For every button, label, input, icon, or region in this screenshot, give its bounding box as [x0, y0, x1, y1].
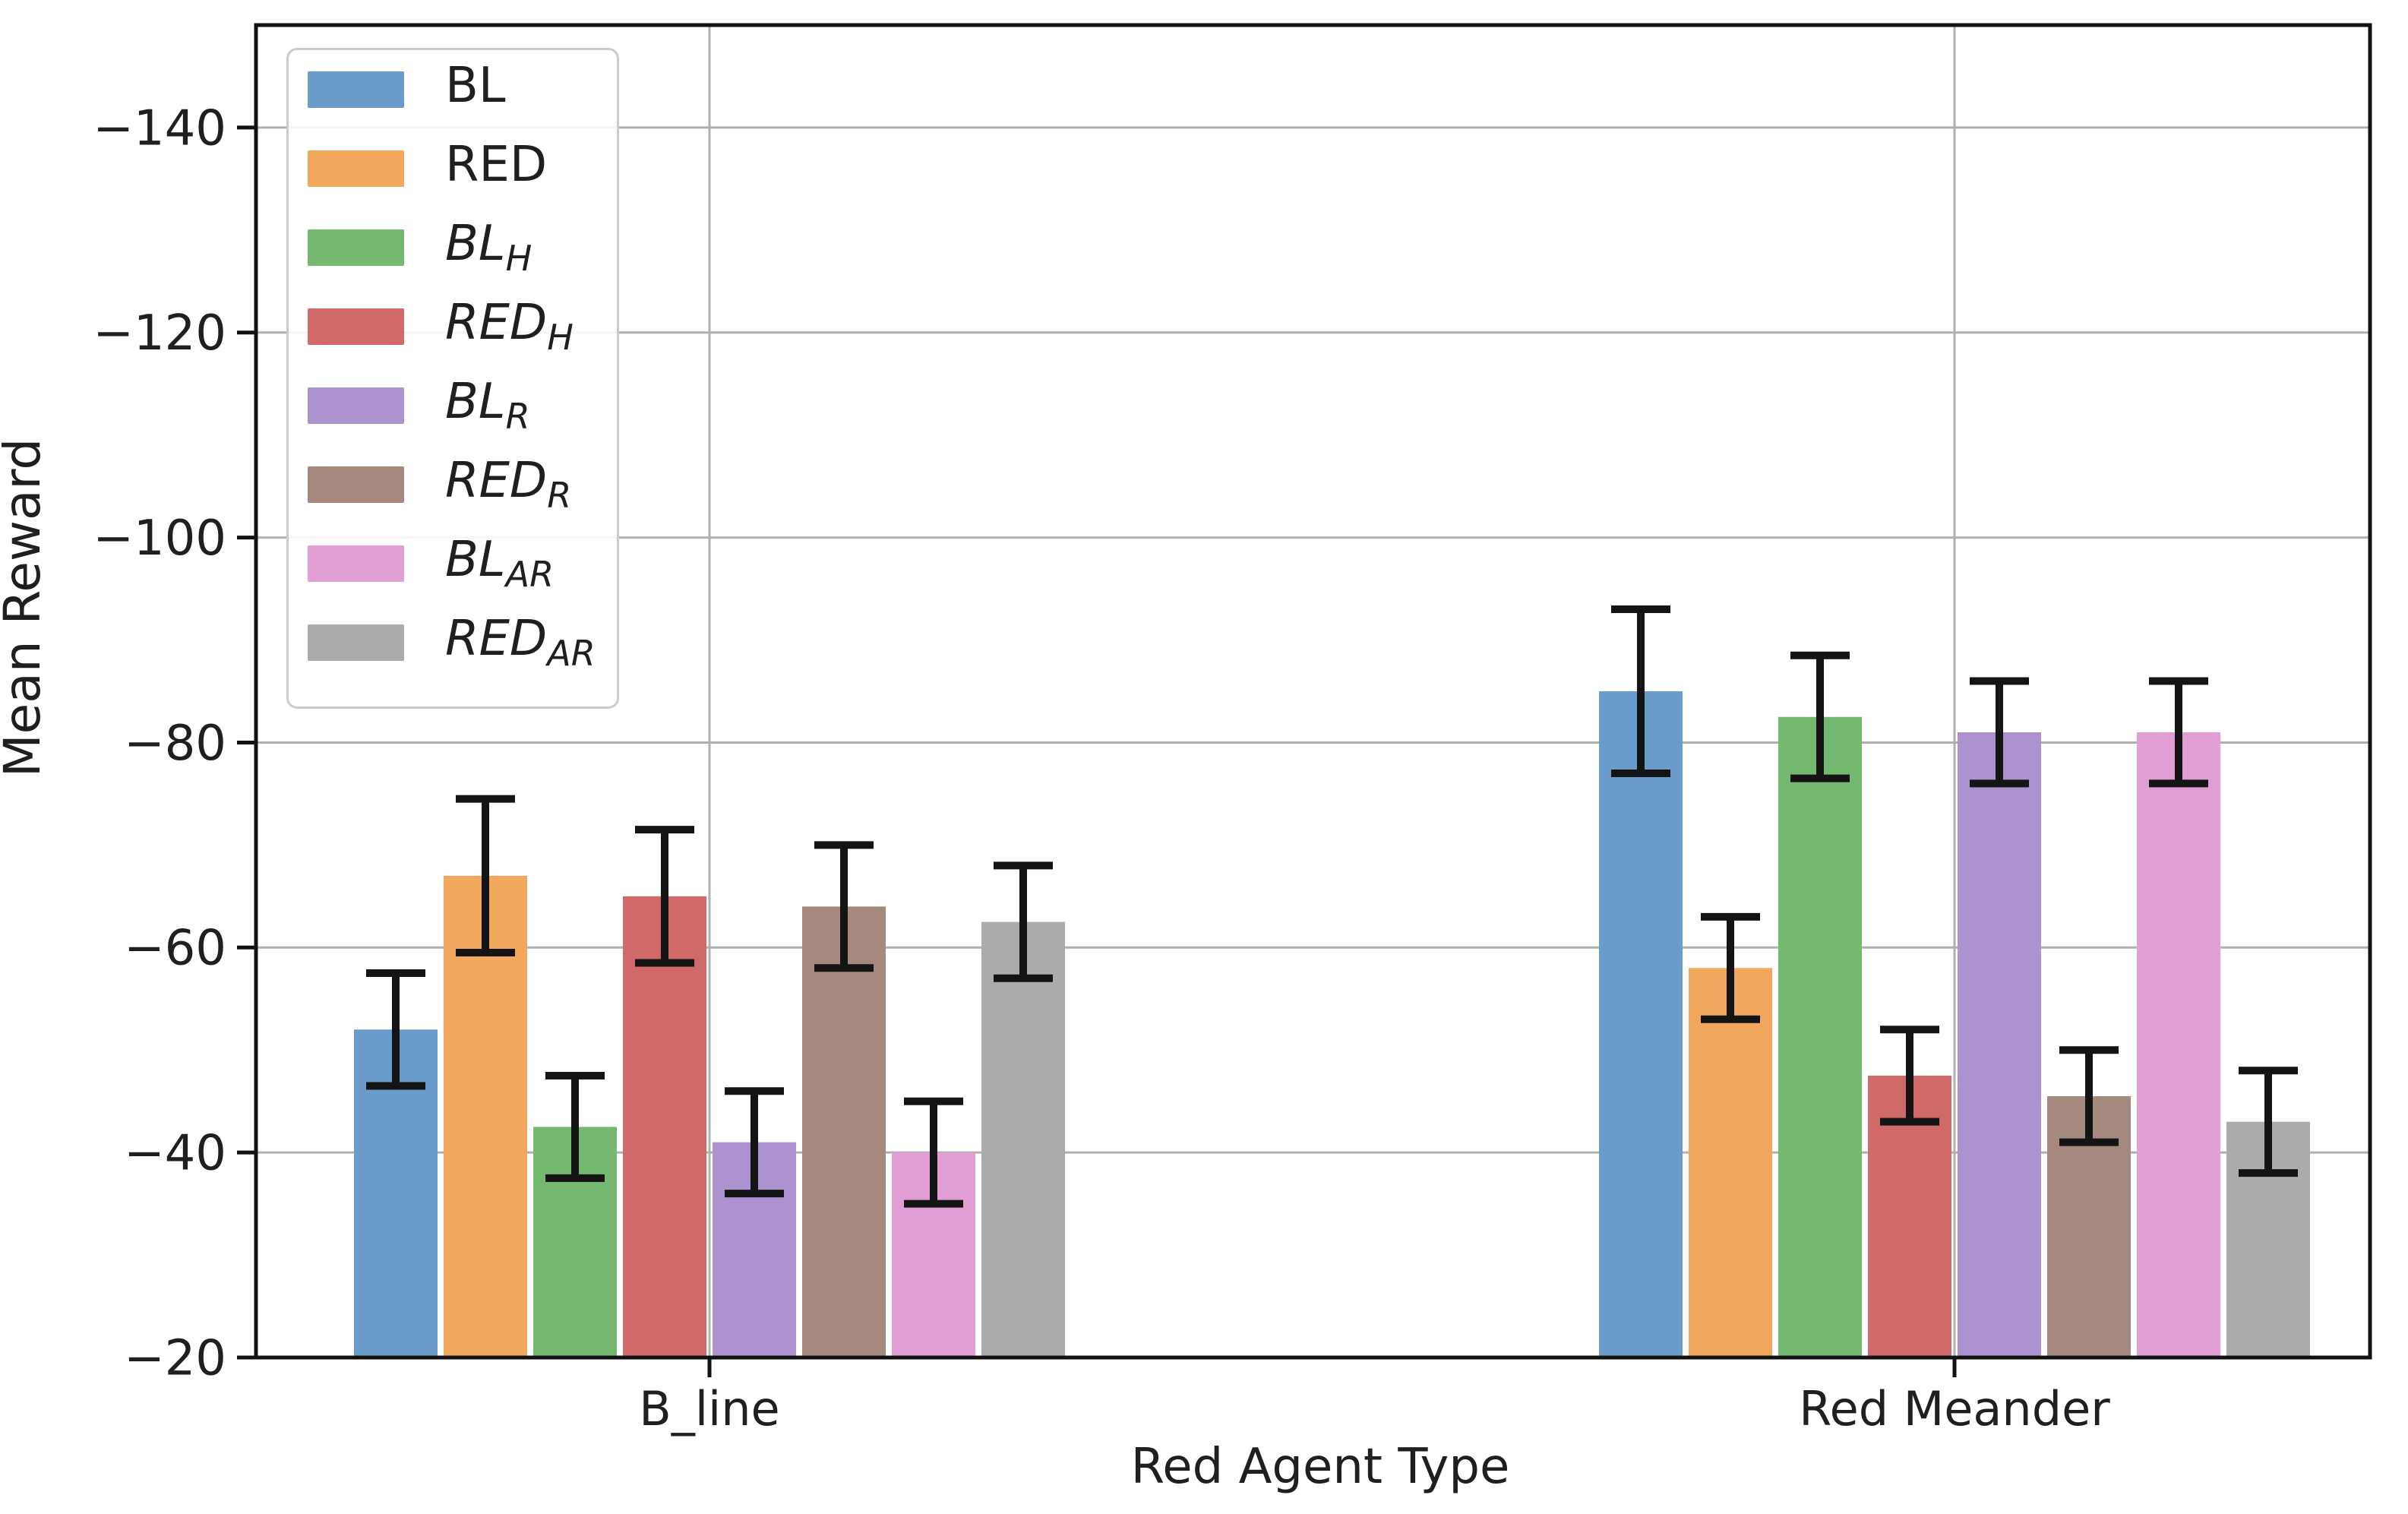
y-tick-label: −140 [93, 100, 226, 156]
y-tick-label: −40 [124, 1126, 226, 1182]
legend-item-BL_R: BLR [289, 366, 617, 445]
legend-item-BL_H: BLH [289, 208, 617, 287]
bar-BL_H-Red Meander [1778, 716, 1862, 1358]
legend-item-BL_AR: BLAR [289, 524, 617, 603]
legend-label: REDAR [445, 615, 596, 671]
legend-swatch-RED_R [308, 466, 404, 503]
legend-label-base: BL [445, 216, 506, 273]
error-bar-RED_H-B_line [635, 826, 694, 967]
legend-label-subscript: H [547, 316, 574, 358]
error-bar-RED_AR-Red Meander [2239, 1067, 2298, 1177]
legend-label-base: BL [445, 58, 506, 115]
bar-RED_H-B_line [623, 896, 706, 1358]
legend-label: BLH [445, 220, 532, 276]
legend-label-base: RED [445, 137, 548, 194]
x-tick-label-0: B_line [639, 1381, 779, 1437]
legend-swatch-RED [308, 150, 404, 187]
legend-swatch-BL_AR [308, 545, 404, 582]
bar-RED_AR-B_line [981, 921, 1065, 1358]
error-bar-BL_R-Red Meander [1970, 677, 2029, 788]
plot-border [254, 23, 2372, 1360]
tick-labels: −140 −120 −100 −80 −60 −40 −20 B_line Red Meande… [93, 100, 2110, 1437]
y-tick-label: −60 [124, 921, 226, 977]
error-bar-RED-B_line [456, 795, 515, 957]
error-bar-BL_R-B_line [725, 1087, 784, 1198]
error-bar-RED-Red Meander [1701, 912, 1760, 1023]
x-tick-label-1: Red Meander [1799, 1381, 2110, 1437]
x-axis-label: Red Agent Type [1131, 1439, 1510, 1495]
error-bar-RED_AR-B_line [994, 861, 1053, 982]
legend-label-base: RED [445, 611, 548, 668]
bars [354, 691, 2310, 1358]
legend-label: BLR [445, 378, 530, 434]
legend-label-subscript: H [505, 237, 532, 279]
legend-swatch-BL_R [308, 387, 404, 424]
error-bar-RED_R-Red Meander [2059, 1046, 2119, 1146]
legend-item-RED: RED [289, 129, 617, 208]
legend-item-RED_AR: REDAR [289, 603, 617, 682]
error-bar-RED_R-B_line [814, 841, 874, 972]
error-bar-BL_H-Red Meander [1790, 651, 1850, 782]
legend-label: REDR [445, 457, 571, 513]
bar-BL_R-Red Meander [1958, 732, 2041, 1358]
legend-label-subscript: R [505, 395, 530, 437]
error-bar-BL_AR-Red Meander [2149, 677, 2208, 788]
axis-ticks [237, 125, 1957, 1377]
legend-item-RED_H: REDH [289, 287, 617, 366]
legend-label: BL [445, 62, 506, 118]
error-bar-BL-Red Meander [1611, 605, 1670, 777]
legend-swatch-BL_H [308, 229, 404, 266]
y-tick-label: −80 [124, 716, 226, 772]
y-tick-label: −120 [93, 305, 226, 362]
bar-RED-Red Meander [1689, 968, 1772, 1358]
legend-item-BL: BL [289, 50, 617, 129]
legend-label: BLAR [445, 536, 554, 592]
error-bar-RED_H-Red Meander [1880, 1026, 1939, 1126]
legend-label-base: BL [445, 374, 506, 431]
error-bar-BL_AR-B_line [904, 1097, 963, 1208]
y-tick-label: −20 [124, 1330, 226, 1386]
legend-swatch-RED_H [308, 308, 404, 345]
legend-label-subscript: R [547, 474, 572, 516]
error-bars [366, 605, 2298, 1208]
bar-BL-Red Meander [1599, 691, 1683, 1358]
y-axis-label: Mean Reward [0, 438, 52, 778]
y-tick-label: −100 [93, 510, 226, 567]
bar-BL_AR-Red Meander [2137, 732, 2220, 1358]
legend-label-base: BL [445, 532, 506, 589]
legend-label-base: RED [445, 295, 548, 352]
legend-label-subscript: AR [505, 553, 555, 595]
legend-swatch-RED_AR [308, 624, 404, 661]
legend-label-subscript: AR [547, 632, 596, 674]
legend-item-RED_R: REDR [289, 445, 617, 524]
bar-RED_R-B_line [802, 906, 886, 1358]
legend: BL RED BLH REDH BLR REDR BLAR REDAR [286, 48, 619, 709]
legend-label: REDH [445, 299, 574, 355]
legend-swatch-BL [308, 71, 404, 108]
legend-label-base: RED [445, 453, 548, 510]
legend-label: RED [445, 141, 547, 197]
error-bar-BL_H-B_line [545, 1071, 605, 1182]
error-bar-BL-B_line [366, 969, 425, 1090]
